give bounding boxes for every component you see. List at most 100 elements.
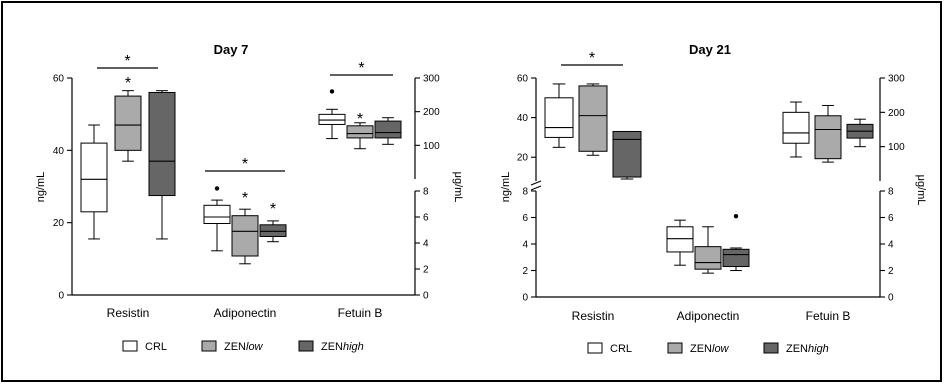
- legend-day21-swatch-zenlow: [667, 342, 683, 354]
- box-adiponectin-crl: [203, 186, 231, 252]
- tick-label: 2: [888, 266, 894, 277]
- day21-right-axis-label: μg/mL: [915, 175, 927, 206]
- box-iqr: [814, 115, 842, 160]
- tick-label: 0: [888, 293, 894, 304]
- significance-star: *: [242, 156, 248, 173]
- legend-day7-swatch-zenhigh: [298, 340, 314, 352]
- box-adiponectin-zenhigh: [722, 213, 750, 271]
- day7-category-fetuin: Fetuin B: [338, 306, 383, 320]
- box-adiponectin-zenlow: [694, 226, 722, 274]
- box-iqr: [782, 111, 810, 144]
- box-iqr: [80, 142, 108, 213]
- tick-label: 40: [517, 113, 529, 124]
- box-resistin-zenhigh: [148, 90, 176, 240]
- box-fetuin-b-zenhigh: [846, 118, 874, 148]
- panel-day7: Day 7 0 20 40 60 ng/mL 0 2 4 6 8 100 200 300 μg/mL…: [35, 42, 464, 320]
- box-fetuin-b-zenhigh: [374, 117, 402, 145]
- tick-label: 60: [517, 74, 529, 85]
- box-resistin-crl: [544, 83, 574, 148]
- box-iqr: [114, 95, 142, 151]
- tick-label: 8: [423, 187, 429, 198]
- legend-day7-swatch-crl: [122, 340, 138, 352]
- day7-right-axis-label: μg/mL: [452, 172, 464, 203]
- box-resistin-zenhigh: [612, 130, 642, 180]
- significance-star: *: [589, 50, 595, 67]
- box-fetuin-b-zenlow: [814, 104, 842, 163]
- legend-day21-swatch-crl: [587, 342, 603, 354]
- box-iqr: [203, 204, 231, 225]
- tick-label: 300: [888, 74, 905, 85]
- box-fetuin-b-crl: [318, 89, 346, 140]
- day7-right-ticks: 0 2 4 6 8 100 200 300: [415, 74, 440, 302]
- tick-label: 0: [522, 293, 528, 304]
- day21-category-resistin: Resistin: [572, 309, 615, 323]
- tick-label: 0: [423, 291, 429, 302]
- tick-label: 40: [53, 146, 65, 157]
- box-iqr: [612, 130, 642, 178]
- box-iqr: [231, 215, 259, 257]
- legend-day21-label-zenhigh: ZENhigh: [786, 343, 829, 355]
- tick-label: 200: [888, 108, 905, 119]
- box-iqr: [694, 246, 722, 270]
- day21-boxes: [544, 83, 874, 274]
- box-fetuin-b-crl: [782, 101, 810, 158]
- day7-boxes: [80, 89, 402, 265]
- box-adiponectin-zenhigh: [259, 220, 287, 243]
- box-adiponectin-zenlow: [231, 208, 259, 265]
- box-fetuin-b-zenlow: [346, 122, 374, 150]
- significance-star-zenlow: *: [357, 111, 363, 128]
- significance-star-zenlow: *: [125, 75, 131, 92]
- tick-label: 2: [423, 265, 429, 276]
- box-adiponectin-crl: [666, 219, 694, 266]
- significance-star: *: [124, 53, 130, 70]
- significance-star: *: [358, 60, 364, 77]
- day7-significance: * * * * * * *: [97, 53, 393, 218]
- tick-label: 100: [423, 141, 440, 152]
- tick-label: 6: [522, 213, 528, 224]
- significance-star-zenhigh: *: [270, 201, 276, 218]
- box-iqr: [666, 226, 694, 253]
- box-resistin-crl: [80, 124, 108, 240]
- legend-day7-swatch-zenlow: [201, 340, 217, 352]
- day21-left-axis-label: ng/mL: [500, 172, 512, 203]
- tick-label: 8: [888, 187, 894, 198]
- day21-category-fetuin: Fetuin B: [806, 309, 851, 323]
- tick-label: 4: [888, 240, 894, 251]
- box-iqr: [374, 120, 402, 139]
- outlier-point: [733, 213, 739, 219]
- day21-left-ticks: 20 40 60 0 2 4 6 8: [517, 74, 536, 304]
- tick-label: 4: [423, 239, 429, 250]
- tick-label: 20: [53, 218, 65, 229]
- day21-left-break-mark-2: [530, 185, 542, 191]
- legend-day7-label-zenlow: ZENlow: [224, 341, 264, 353]
- tick-label: 20: [517, 153, 529, 164]
- legend-day7-label-crl: CRL: [145, 341, 167, 353]
- box-resistin-zenlow: [114, 90, 142, 162]
- outlier-point: [329, 89, 335, 94]
- box-resistin-zenlow: [578, 83, 608, 156]
- legend-day7-label-zenhigh: ZENhigh: [321, 341, 364, 353]
- panel-day21-title: Day 21: [689, 42, 731, 57]
- legend-day21: CRL ZENlow ZENhigh: [587, 342, 829, 355]
- box-iqr: [346, 125, 374, 139]
- tick-label: 4: [522, 240, 528, 251]
- tick-label: 100: [888, 142, 905, 153]
- day7-left-axis-label: ng/mL: [35, 172, 47, 203]
- tick-label: 300: [423, 74, 440, 85]
- box-iqr: [259, 224, 287, 238]
- tick-label: 200: [423, 107, 440, 118]
- day7-left-ticks: 0 20 40 60: [53, 74, 72, 302]
- tick-label: 6: [423, 213, 429, 224]
- box-iqr: [722, 248, 750, 268]
- day21-right-ticks: 0 2 4 6 8 100 200 300: [880, 74, 905, 304]
- legend-day21-label-zenlow: ZENlow: [690, 343, 730, 355]
- tick-label: 6: [888, 213, 894, 224]
- day21-significance: *: [561, 50, 623, 67]
- panel-day7-title: Day 7: [214, 42, 249, 57]
- box-iqr: [578, 85, 608, 152]
- box-iqr: [148, 91, 176, 197]
- tick-label: 60: [53, 74, 65, 85]
- day7-category-resistin: Resistin: [107, 306, 150, 320]
- tick-label: 0: [58, 291, 64, 302]
